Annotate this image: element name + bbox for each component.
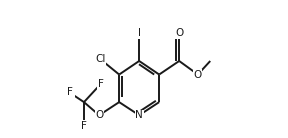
Text: N: N: [135, 110, 143, 120]
Text: O: O: [95, 110, 103, 120]
Text: F: F: [81, 121, 87, 131]
Text: F: F: [67, 87, 72, 97]
Text: O: O: [175, 28, 183, 38]
Text: Cl: Cl: [95, 54, 106, 64]
Text: F: F: [98, 79, 103, 89]
Text: O: O: [194, 70, 202, 79]
Text: I: I: [138, 28, 141, 38]
